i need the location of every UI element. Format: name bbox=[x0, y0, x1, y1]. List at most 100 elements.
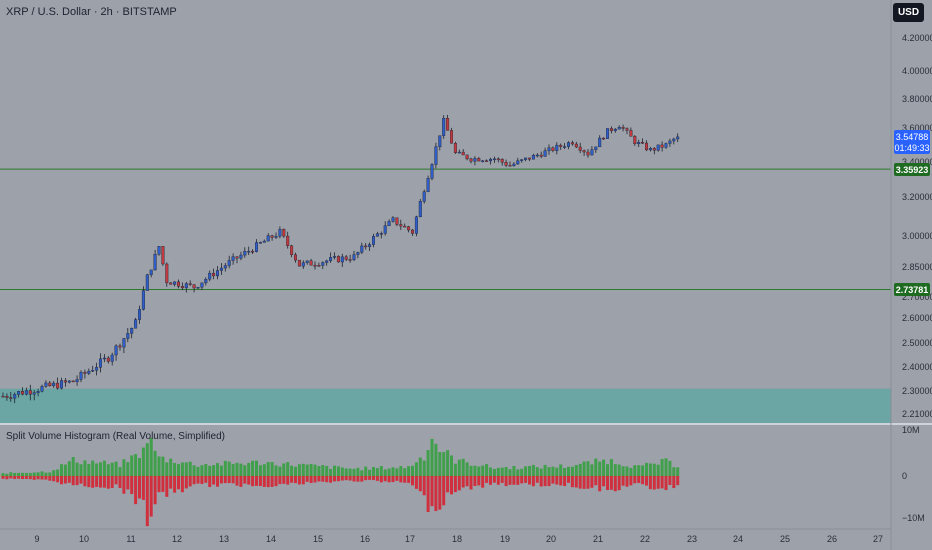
candle-body bbox=[489, 158, 493, 162]
time-axis[interactable]: 9 10 11 12 13 14 15 16 17 18 19 20 21 22 23 24 25 26 27 bbox=[34, 534, 883, 544]
candle bbox=[407, 225, 411, 233]
volume-down-bar bbox=[524, 476, 528, 483]
last-price-value: 3.54788 bbox=[896, 132, 929, 142]
candle-body bbox=[282, 229, 286, 237]
candle bbox=[317, 262, 321, 267]
candle bbox=[71, 380, 75, 383]
candle bbox=[153, 249, 157, 271]
candle bbox=[208, 270, 212, 282]
candle bbox=[547, 144, 551, 155]
candle-body bbox=[360, 245, 364, 253]
volume-down-bar bbox=[309, 476, 313, 483]
candle-body bbox=[321, 262, 325, 266]
candle-body bbox=[602, 137, 606, 140]
candle bbox=[176, 279, 180, 289]
candle bbox=[141, 286, 145, 311]
volume-up-bar bbox=[598, 461, 602, 476]
volume-down-bar bbox=[177, 476, 180, 490]
candle-body bbox=[176, 281, 180, 287]
candle-body bbox=[301, 262, 305, 267]
volume-down-bar bbox=[329, 476, 333, 483]
candle-body bbox=[617, 126, 621, 130]
candle-body bbox=[609, 128, 613, 131]
indicator-title[interactable]: Split Volume Histogram (Real Volume, Sim… bbox=[6, 431, 225, 442]
candle-body bbox=[79, 372, 83, 380]
volume-up-bar bbox=[364, 466, 368, 476]
time-tick-label: 15 bbox=[313, 534, 323, 544]
volume-up-bar bbox=[270, 462, 274, 476]
price-tick-label: 3.80000 bbox=[902, 94, 932, 104]
candle bbox=[372, 233, 376, 248]
candle bbox=[567, 141, 571, 150]
candle bbox=[91, 365, 95, 372]
candle bbox=[262, 239, 266, 243]
volume-down-bar bbox=[586, 476, 590, 489]
candle bbox=[426, 175, 430, 193]
volume-histogram[interactable] bbox=[1, 437, 680, 527]
candle bbox=[13, 392, 17, 404]
symbol-title[interactable]: XRP / U.S. Dollar · 2h · BITSTAMP bbox=[6, 6, 177, 18]
time-tick-label: 24 bbox=[733, 534, 743, 544]
volume-up-bar bbox=[446, 450, 450, 476]
candle bbox=[102, 354, 106, 363]
currency-button[interactable]: USD bbox=[893, 3, 924, 22]
volume-down-bar bbox=[403, 476, 407, 483]
volume-down-bar bbox=[411, 476, 414, 486]
candle-series[interactable] bbox=[1, 114, 680, 404]
last-price-badge: 3.54788 01:49:33 bbox=[894, 130, 930, 154]
time-tick-label: 13 bbox=[219, 534, 229, 544]
candle bbox=[329, 252, 333, 263]
volume-down-bar bbox=[465, 476, 469, 487]
volume-up-bar bbox=[387, 468, 391, 476]
candle bbox=[629, 127, 633, 137]
candle bbox=[325, 259, 329, 266]
volume-down-bar bbox=[496, 476, 500, 485]
candle bbox=[231, 253, 235, 265]
candle-body bbox=[539, 154, 543, 157]
candle-body bbox=[161, 246, 165, 265]
candle-body bbox=[551, 147, 555, 151]
volume-down-bar bbox=[153, 476, 157, 505]
candle-body bbox=[223, 265, 227, 269]
candle bbox=[200, 282, 204, 291]
candle bbox=[664, 142, 668, 149]
candle bbox=[609, 126, 613, 134]
candle-body bbox=[660, 144, 664, 148]
candle-body bbox=[372, 236, 376, 245]
volume-down-bar bbox=[500, 476, 504, 483]
volume-down-bar bbox=[36, 476, 40, 480]
volume-down-bar bbox=[165, 476, 169, 497]
candle-body bbox=[485, 160, 489, 162]
volume-down-bar bbox=[258, 476, 262, 487]
lower-line-badge: 2.73781 bbox=[894, 283, 930, 296]
time-tick-label: 20 bbox=[546, 534, 556, 544]
candle bbox=[95, 362, 99, 376]
candle-body bbox=[422, 191, 426, 202]
candle bbox=[282, 228, 286, 238]
volume-down-bar bbox=[204, 476, 208, 483]
volume-up-bar bbox=[141, 447, 145, 476]
price-axis[interactable]: 4.20000 4.00000 3.80000 3.60000 3.40000 3.200… bbox=[902, 33, 932, 419]
volume-down-bar bbox=[512, 476, 516, 485]
candle bbox=[414, 215, 418, 237]
volume-up-bar bbox=[321, 465, 325, 476]
volume-up-bar bbox=[528, 465, 531, 476]
volume-down-bar bbox=[67, 476, 71, 483]
candle bbox=[403, 223, 407, 228]
candle bbox=[36, 388, 40, 397]
candle bbox=[56, 377, 60, 390]
volume-down-bar bbox=[617, 476, 621, 491]
candle bbox=[512, 162, 516, 167]
candle-body bbox=[403, 225, 407, 228]
candle bbox=[239, 251, 243, 261]
volume-down-bar bbox=[91, 476, 95, 488]
candle-body bbox=[5, 395, 9, 398]
volume-up-bar bbox=[329, 468, 333, 476]
volume-down-bar bbox=[192, 476, 196, 485]
volume-up-bar bbox=[145, 443, 149, 476]
volume-down-bar bbox=[161, 476, 165, 492]
candle-body bbox=[305, 260, 309, 263]
volume-up-bar bbox=[227, 461, 231, 476]
volume-down-bar bbox=[375, 476, 379, 481]
